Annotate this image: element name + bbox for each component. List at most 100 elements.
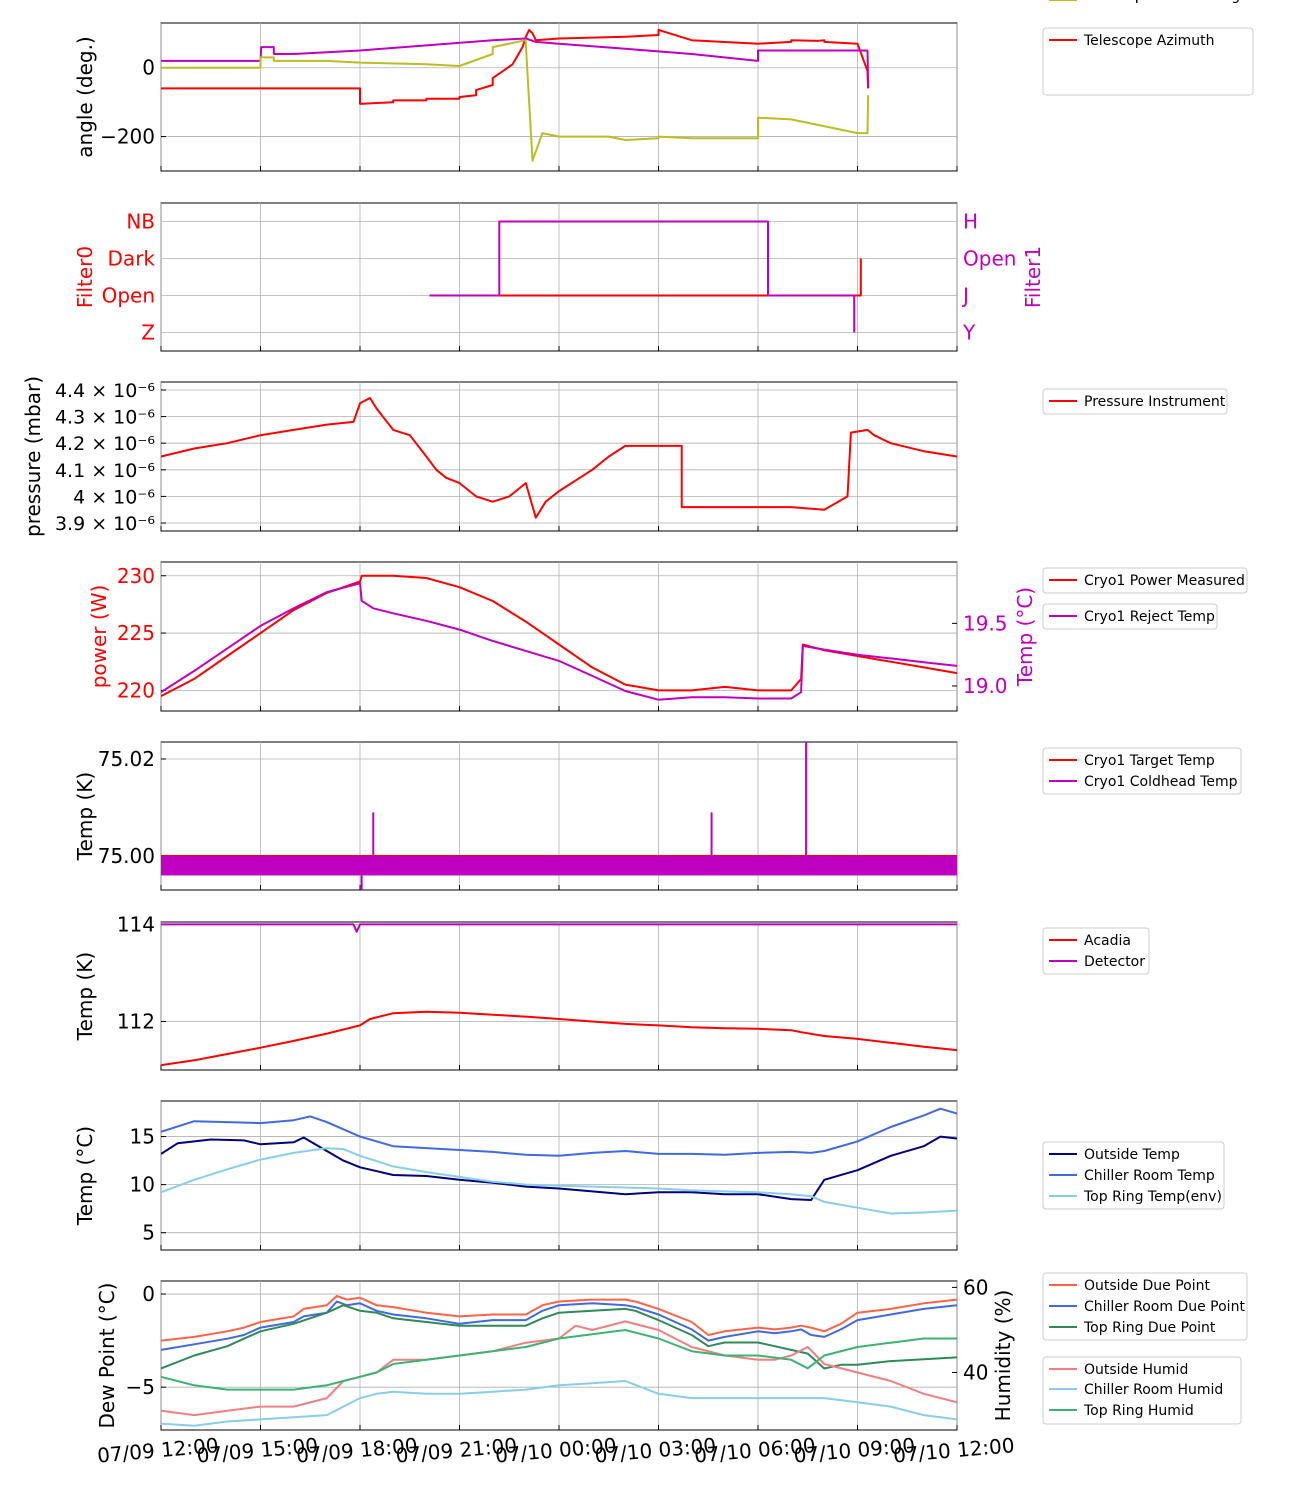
legend-label: Acadia: [1084, 933, 1131, 949]
y-tick-label: 225: [117, 621, 155, 645]
legend-label: Detector: [1084, 954, 1145, 970]
legend-label: Outside Temp: [1084, 1147, 1180, 1163]
filter1-tick-label: Open: [963, 247, 1016, 271]
panel-8: Outside Due Point Chiller Room Due Point T…: [160, 1272, 1248, 1431]
panel-1: Telescope Azimuth Telescope AltitudeTeles…: [160, 0, 1254, 172]
series-top-ring-temp-env-: [161, 1147, 957, 1215]
series-line-1: [429, 220, 856, 333]
legend-label: Cryo1 Coldhead Temp: [1084, 774, 1238, 790]
filter1-tick-label: J: [961, 284, 969, 308]
y-tick-label: −5: [126, 1375, 155, 1399]
legend-box: [1042, 747, 1242, 795]
y-tick-label: 4.1 × 10⁻⁶: [55, 460, 155, 482]
legend: Outside Humid Chiller Room Humid Top Ring …: [1042, 1356, 1242, 1425]
legend-label: Top Ring Temp(env): [1083, 1189, 1222, 1205]
y-tick-label: 0: [142, 1282, 155, 1306]
y-axis-label: Dew Point (°C): [95, 1282, 119, 1428]
legend-box: [1042, 567, 1248, 594]
legend: Outside Temp Chiller Room Temp Top Ring Te…: [1042, 1141, 1225, 1210]
filter0-tick-label: NB: [126, 210, 155, 234]
y-tick-label: 4.3 × 10⁻⁶: [55, 407, 155, 429]
series-group: [161, 742, 957, 890]
y-tick-label: −200: [100, 125, 155, 149]
y-tick-label: 75.00: [98, 844, 155, 868]
y-axis-label-right: Filter1: [1021, 246, 1045, 308]
legend-box: [1042, 603, 1218, 630]
series-line-0: [429, 258, 862, 297]
y-tick-label: 15: [130, 1125, 155, 1149]
legend: Telescope Azimuth Telescope AltitudeTeles…: [1042, 0, 1254, 96]
series-chiller-room-temp: [161, 1107, 957, 1157]
legend: Cryo1 Power Measured: [1042, 567, 1248, 594]
panel-7: Outside Temp Chiller Room Temp Top Ring Te…: [160, 1100, 1225, 1251]
y-axis-label-right: Temp (°C): [1013, 587, 1037, 687]
series-outside-due-point: [161, 1294, 957, 1342]
y-tick-label: 112: [117, 1009, 155, 1033]
legend: Pressure Instrument: [1042, 388, 1228, 415]
series-cryo1-coldhead-temp-band: [161, 856, 957, 876]
legend-label: Cryo1 Power Measured: [1084, 573, 1245, 589]
y-axis-label: power (W): [87, 585, 111, 689]
y-axis-label: angle (deg.): [73, 36, 97, 158]
filter0-tick-label: Z: [141, 321, 155, 345]
y-tick-label: 220: [117, 678, 155, 702]
legend-box: [1042, 1356, 1242, 1425]
filter0-tick-label: Open: [102, 284, 155, 308]
legend-label: Cryo1 Reject Temp: [1084, 609, 1215, 625]
series-chiller-room-due-point: [161, 1300, 957, 1351]
y-axis-label: Temp (K): [73, 952, 97, 1041]
legend-label: Chiller Room Humid: [1084, 1382, 1223, 1398]
y-axis-label: Temp (°C): [73, 1126, 97, 1226]
filter1-tick-label: H: [963, 210, 978, 234]
y-tick-label: 114: [117, 912, 155, 936]
legend-label: Outside Due Point: [1084, 1278, 1211, 1294]
series-group: [161, 1294, 957, 1427]
series-group: [161, 28, 870, 162]
y-tick-label: 4.4 × 10⁻⁶: [55, 380, 155, 402]
legend: Acadia Detector: [1042, 927, 1150, 975]
series-group: [429, 220, 862, 333]
filter1-tick-label: Y: [962, 321, 976, 345]
panel-6: Acadia Detector: [160, 921, 1150, 1071]
legend-label: Outside Humid: [1084, 1362, 1188, 1378]
series-pressure-instrument: [161, 397, 957, 519]
series-telescope-altitude: [161, 37, 870, 86]
series-outside-humid: [161, 1320, 957, 1417]
y-right-tick-label: 19.0: [963, 674, 1008, 698]
series-group: [161, 397, 957, 519]
legend-label: Telescope Azimuth: [1083, 33, 1214, 49]
y-axis-label: Filter0: [73, 246, 97, 308]
legend-label: Cryo1 Target Temp: [1084, 753, 1215, 769]
y-axis-label: pressure (mbar): [21, 376, 45, 537]
legend-box: [1042, 27, 1254, 96]
y-axis-label-right: Humidity (%): [991, 1290, 1015, 1422]
legend-box: [1042, 1141, 1225, 1210]
y-right-tick-label: 60: [963, 1275, 988, 1299]
series-top-ring-humid: [161, 1329, 957, 1391]
y-right-tick-label: 19.5: [963, 611, 1008, 635]
series-cryo1-reject-temp: [161, 582, 957, 701]
legend-box: [1042, 1272, 1248, 1341]
y-tick-label: 75.02: [98, 747, 155, 771]
series-group: [161, 1107, 957, 1215]
legend-label: Telescope Rotator Angle: [1083, 0, 1253, 4]
series-outside-temp: [161, 1135, 957, 1201]
series-acadia: [161, 1010, 957, 1067]
panel-4: Cryo1 Power Measured Cryo1 Reject Temp: [160, 561, 1248, 712]
series-group: [161, 574, 957, 701]
legend: Cryo1 Target Temp Cryo1 Coldhead Temp: [1042, 747, 1242, 795]
legend-label: Chiller Room Due Point: [1084, 1299, 1245, 1315]
series-chiller-room-humid: [161, 1380, 957, 1427]
series-telescope-rotator-angle: [161, 39, 870, 162]
y-tick-label: 4.2 × 10⁻⁶: [55, 433, 155, 455]
y-tick-label: 4 × 10⁻⁶: [73, 486, 155, 508]
legend-label: Pressure Instrument: [1084, 394, 1226, 410]
legend: Outside Due Point Chiller Room Due Point T…: [1042, 1272, 1248, 1341]
legend-label: Top Ring Humid: [1083, 1403, 1194, 1419]
series-group: [161, 923, 957, 1067]
panel-2: [160, 202, 958, 352]
y-tick-label: 5: [142, 1221, 155, 1245]
series-detector: [161, 923, 957, 933]
y-tick-label: 3.9 × 10⁻⁶: [55, 513, 155, 535]
legend-box: [1042, 388, 1228, 415]
